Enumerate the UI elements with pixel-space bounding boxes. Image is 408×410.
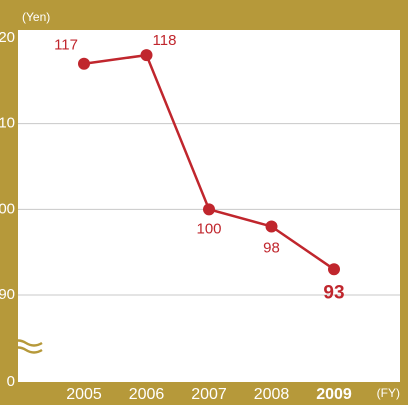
y-tick-label: 20 [0, 29, 15, 46]
data-label: 98 [263, 239, 280, 256]
x-tick-label: 2006 [129, 386, 165, 403]
x-tick-label: 2007 [191, 386, 227, 403]
x-axis-label: (FY) [377, 386, 400, 400]
point [140, 49, 153, 62]
axis-break-mark [9, 339, 43, 354]
point [328, 263, 340, 276]
point [265, 220, 278, 233]
y-tick-label: 0 [7, 373, 15, 390]
x-tick-label: 2005 [66, 386, 102, 403]
x-tick-label: 2009 [316, 386, 352, 403]
y-tick-label: 90 [0, 286, 15, 303]
data-label: 100 [196, 220, 221, 237]
point [203, 203, 215, 216]
y-tick-label: 10 [0, 115, 15, 132]
data-label: 118 [153, 32, 177, 49]
data-label: 93 [323, 282, 344, 303]
point [78, 57, 90, 70]
y-tick-label: 00 [0, 200, 15, 217]
data-label: 117 [54, 37, 78, 54]
x-tick-label: 2008 [254, 386, 290, 403]
y-axis-label: (Yen) [22, 10, 50, 24]
axis-break [9, 339, 43, 354]
